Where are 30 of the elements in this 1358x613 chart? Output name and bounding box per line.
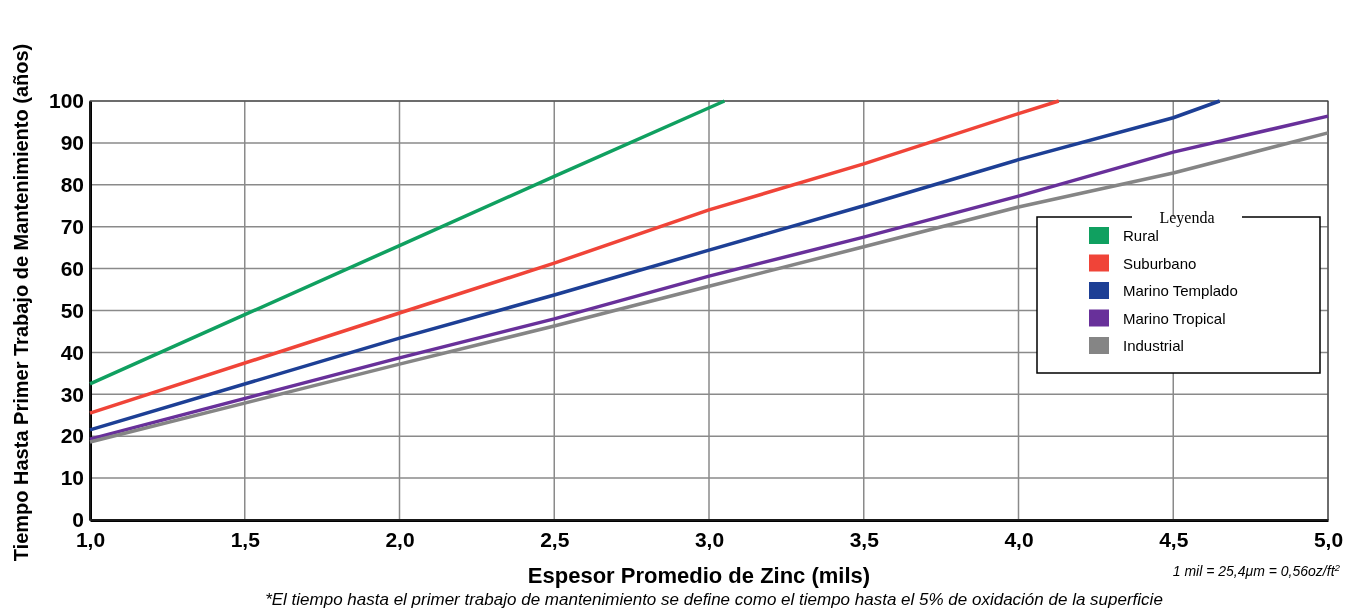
- y-tick-label: 10: [60, 466, 84, 490]
- legend-label: Suburbano: [1123, 254, 1197, 272]
- legend-title: Leyenda: [1159, 208, 1215, 227]
- y-tick-label: 30: [60, 382, 84, 406]
- y-tick-label: 70: [60, 214, 84, 238]
- legend-label: Industrial: [1123, 337, 1184, 355]
- y-tick-label: 80: [60, 173, 84, 197]
- y-tick-label: 50: [60, 298, 84, 322]
- legend-label: Marino Templado: [1123, 282, 1238, 300]
- y-tick-label: 90: [60, 131, 84, 155]
- line-series: [88, 99, 1061, 415]
- x-tick-label: 4,5: [1159, 527, 1189, 551]
- text: 1 mil = 25,4μm = 0,56oz/ft$^{2}$: [1172, 561, 1341, 579]
- y-axis-title: Tiempo Hasta Primer Trabajo de Mantenimiento (años): [10, 43, 32, 562]
- x-tick-label: 1,5: [230, 527, 261, 551]
- x-tick-label: 2,5: [540, 527, 570, 551]
- legend-label: Rural: [1123, 227, 1159, 245]
- y-tick-label: 60: [60, 256, 84, 280]
- text: *El tiempo hasta el primer trabajo de mantenimiento se define como el tiempo hasta el 5% de oxidación de la superficie: [265, 590, 1163, 609]
- x-tick-label: 3,0: [694, 527, 725, 551]
- x-axis-title: Espesor Promedio de Zinc (mils): [527, 563, 871, 588]
- y-tick-label: 40: [60, 340, 84, 364]
- x-tick-label: 5,0: [1313, 527, 1344, 551]
- x-tick-label: 3,5: [849, 527, 880, 551]
- y-tick-label: 100: [48, 89, 84, 113]
- legend-label: Marino Tropical: [1123, 309, 1226, 327]
- x-tick-label: 4,0: [1004, 527, 1034, 551]
- line-series: [88, 99, 727, 386]
- x-tick-label: 2,0: [385, 527, 415, 551]
- y-tick-label: 20: [60, 424, 84, 448]
